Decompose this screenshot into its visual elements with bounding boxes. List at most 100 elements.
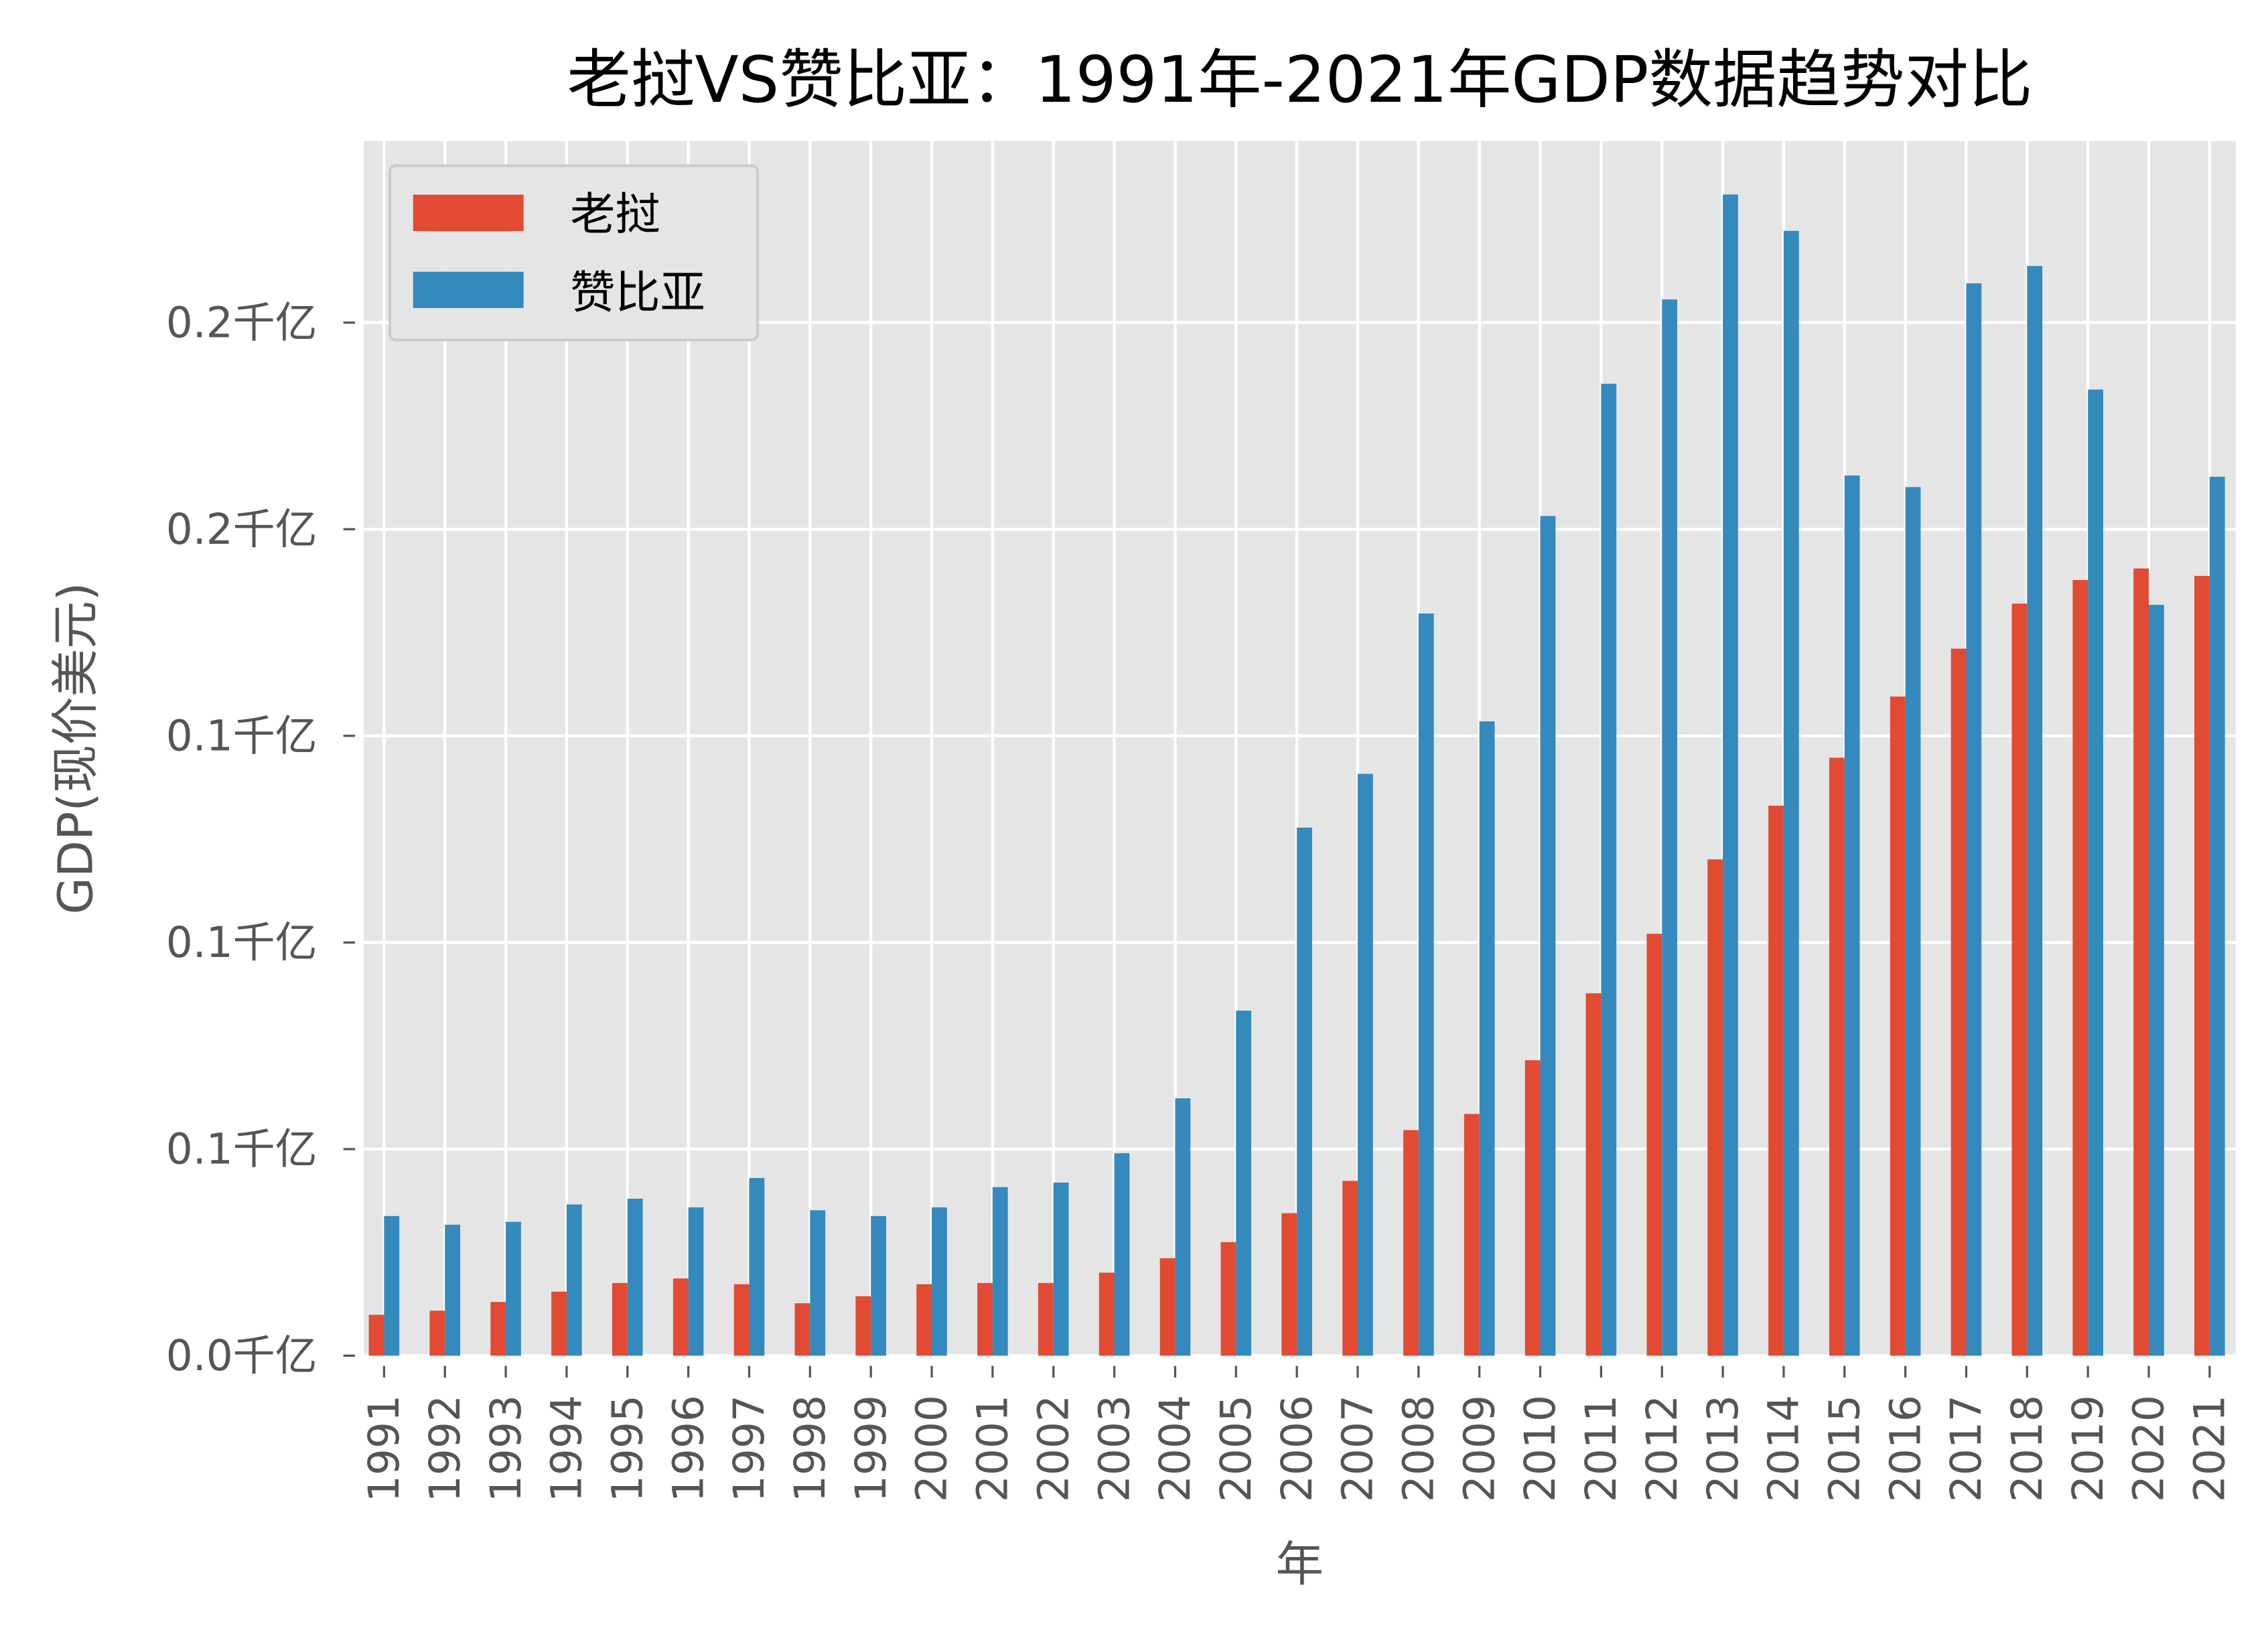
bar-laos-1991 xyxy=(368,1315,384,1356)
y-axis: 0.0千亿 0.1千亿 0.1千亿 0.1千亿 0.2千亿 0.2千亿 xyxy=(166,298,355,1380)
x-tick-label: 1994 xyxy=(543,1395,591,1502)
x-tick-label: 1999 xyxy=(847,1395,896,1502)
bar-laos-2007 xyxy=(1342,1181,1358,1356)
bar-zambia-2014 xyxy=(1783,230,1799,1356)
bar-zambia-1995 xyxy=(627,1198,643,1356)
legend-swatch-zambia xyxy=(413,271,524,308)
x-tick-label: 2013 xyxy=(1699,1395,1748,1502)
y-axis-label: GDP(现价美元) xyxy=(48,582,103,914)
bar-laos-1998 xyxy=(794,1303,810,1356)
legend-swatch-laos xyxy=(413,194,524,231)
x-tick-label: 1993 xyxy=(482,1395,530,1502)
legend-label-laos: 老挝 xyxy=(570,188,660,240)
bar-laos-2018 xyxy=(2011,603,2028,1356)
x-tick-label: 2006 xyxy=(1273,1395,1322,1502)
bar-zambia-2013 xyxy=(1723,194,1738,1356)
bar-laos-2003 xyxy=(1098,1272,1115,1356)
bar-laos-2001 xyxy=(977,1282,993,1356)
x-tick-label: 2014 xyxy=(1760,1395,1809,1502)
bar-zambia-2005 xyxy=(1236,1011,1252,1356)
bar-laos-2002 xyxy=(1038,1282,1054,1356)
bar-zambia-2012 xyxy=(1662,299,1678,1356)
x-tick-label: 1991 xyxy=(360,1395,409,1502)
bar-zambia-2010 xyxy=(1540,516,1556,1356)
bar-zambia-2004 xyxy=(1175,1098,1191,1356)
x-tick-label: 1996 xyxy=(664,1395,713,1502)
x-tick-label: 2004 xyxy=(1151,1395,1200,1502)
bar-laos-1996 xyxy=(672,1278,689,1356)
bar-zambia-2021 xyxy=(2209,476,2225,1356)
bars xyxy=(368,194,2225,1356)
bar-zambia-2003 xyxy=(1114,1153,1130,1356)
x-tick-label: 2011 xyxy=(1577,1395,1626,1502)
x-tick-label: 2020 xyxy=(2125,1395,2174,1502)
y-tick-label: 0.1千亿 xyxy=(166,711,317,760)
x-axis-label: 年 xyxy=(1276,1537,1324,1593)
x-tick-label: 2021 xyxy=(2186,1395,2235,1502)
bar-zambia-1999 xyxy=(871,1215,886,1356)
bar-zambia-1997 xyxy=(749,1178,765,1356)
x-tick-label: 1992 xyxy=(421,1395,470,1502)
legend: 老挝 赞比亚 xyxy=(388,164,760,342)
x-tick-label: 2015 xyxy=(1820,1395,1869,1502)
x-tick-label: 2010 xyxy=(1516,1395,1565,1502)
bar-zambia-2016 xyxy=(1905,487,1921,1356)
bar-zambia-2018 xyxy=(2027,266,2043,1356)
bar-zambia-2020 xyxy=(2149,605,2164,1356)
bar-zambia-2006 xyxy=(1297,827,1312,1356)
bar-zambia-2017 xyxy=(1966,283,1982,1356)
x-tick-label: 2000 xyxy=(908,1395,956,1502)
bar-laos-2015 xyxy=(1829,757,1845,1356)
bar-laos-1993 xyxy=(490,1302,506,1356)
bar-laos-2016 xyxy=(1890,696,1906,1356)
y-tick-label: 0.1千亿 xyxy=(166,918,317,967)
x-tick-label: 2007 xyxy=(1334,1395,1383,1502)
bar-laos-2020 xyxy=(2133,568,2149,1356)
x-tick-label: 2012 xyxy=(1638,1395,1687,1502)
y-tick-label: 0.2千亿 xyxy=(166,298,317,347)
bar-laos-2005 xyxy=(1220,1242,1236,1356)
x-tick-label: 2003 xyxy=(1090,1395,1139,1502)
bar-zambia-1994 xyxy=(566,1204,582,1356)
y-tick-label: 0.0千亿 xyxy=(166,1331,317,1380)
x-axis: 1991 1992 1993 1994 1995 1996 1997 1998 1999 2000… xyxy=(360,1365,2235,1502)
x-tick-label: 1995 xyxy=(603,1395,652,1502)
bar-zambia-2008 xyxy=(1418,613,1434,1356)
bar-zambia-2019 xyxy=(2088,389,2103,1356)
bar-zambia-2011 xyxy=(1601,384,1617,1356)
bar-laos-2012 xyxy=(1646,934,1662,1356)
bar-laos-2013 xyxy=(1707,859,1723,1356)
bar-laos-2009 xyxy=(1464,1114,1480,1356)
bar-laos-2011 xyxy=(1585,993,1602,1356)
bar-zambia-2015 xyxy=(1844,475,1860,1356)
x-tick-label: 2009 xyxy=(1455,1395,1504,1502)
bar-laos-2019 xyxy=(2072,580,2088,1356)
y-tick-label: 0.2千亿 xyxy=(166,505,317,554)
x-tick-label: 2008 xyxy=(1395,1395,1443,1502)
bar-laos-2008 xyxy=(1403,1130,1419,1356)
bar-zambia-2002 xyxy=(1053,1182,1069,1356)
x-tick-label: 2002 xyxy=(1029,1395,1078,1502)
x-tick-label: 2019 xyxy=(2064,1395,2113,1502)
bar-laos-1997 xyxy=(733,1284,750,1356)
chart-title: 老挝VS赞比亚：1991年-2021年GDP数据趋势对比 xyxy=(567,42,2032,117)
x-tick-label: 2005 xyxy=(1212,1395,1261,1502)
bar-laos-2014 xyxy=(1768,806,1784,1356)
bar-zambia-1992 xyxy=(445,1224,461,1356)
bar-laos-1992 xyxy=(429,1311,445,1356)
bar-laos-1995 xyxy=(612,1282,628,1356)
bar-zambia-2007 xyxy=(1357,773,1373,1356)
bar-laos-2006 xyxy=(1281,1213,1297,1356)
bar-zambia-1993 xyxy=(506,1222,521,1356)
bar-laos-1999 xyxy=(855,1296,871,1356)
bar-laos-2010 xyxy=(1525,1060,1541,1356)
bar-zambia-1991 xyxy=(384,1215,400,1356)
bar-laos-2004 xyxy=(1159,1258,1176,1356)
bar-zambia-2009 xyxy=(1479,721,1495,1356)
x-tick-label: 2017 xyxy=(1942,1395,1991,1502)
bar-laos-2000 xyxy=(916,1284,932,1356)
x-tick-label: 2016 xyxy=(1881,1395,1930,1502)
bar-zambia-1998 xyxy=(810,1210,826,1356)
x-tick-label: 2018 xyxy=(2003,1395,2052,1502)
